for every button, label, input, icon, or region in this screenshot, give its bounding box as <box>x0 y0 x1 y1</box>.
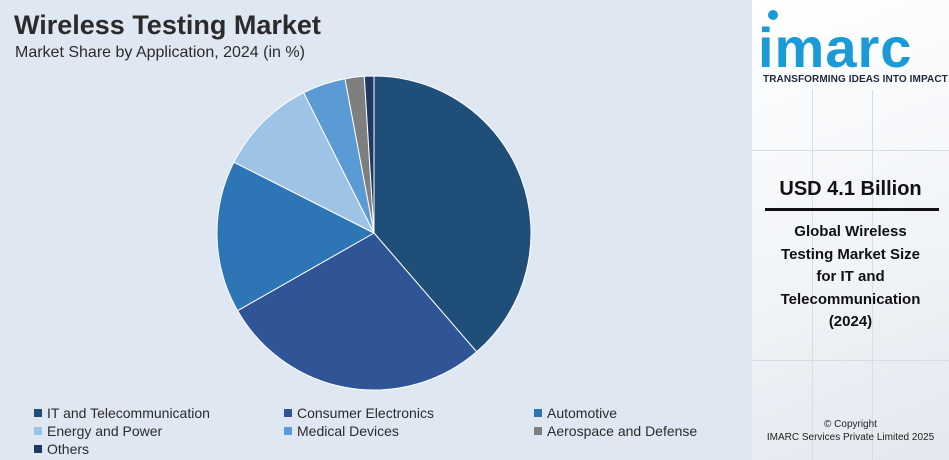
legend-label: Automotive <box>547 404 618 421</box>
stat-description: Global Wireless Testing Market Size for … <box>752 221 949 334</box>
pie-slice-others <box>363 75 375 234</box>
stat-description-text: Global Wireless Testing Market Size for … <box>780 223 921 330</box>
legend-label: Energy and Power <box>47 422 163 439</box>
legend-swatch <box>284 426 292 435</box>
pie-slice-energy-and-power <box>233 91 376 235</box>
legend-label: Others <box>47 440 90 457</box>
imarc-logo <box>760 10 949 92</box>
chart-title: Wireless Testing Market <box>14 10 321 40</box>
legend-label: Medical Devices <box>297 422 399 439</box>
copyright-company: IMARC Services Private Limited 2025 <box>766 432 935 443</box>
legend-item: Aerospace and Defense <box>534 422 744 439</box>
pie-slice-automotive <box>216 161 376 312</box>
legend-item: Automotive <box>534 404 744 421</box>
chart-legend: IT and Telecommunication Consumer Electro… <box>34 404 744 457</box>
decorative-gridline <box>872 90 873 460</box>
legend-swatch <box>534 408 542 417</box>
side-panel: imarc TRANSFORMING IDEAS INTO IMPACT USD… <box>752 0 949 460</box>
stat-divider <box>765 208 939 211</box>
decorative-gridline <box>752 360 949 361</box>
copyright: © Copyright IMARC Services Private Limit… <box>752 418 949 444</box>
legend-label: Aerospace and Defense <box>547 422 698 439</box>
legend-swatch <box>534 426 542 435</box>
legend-swatch <box>34 444 42 453</box>
chart-subtitle: Market Share by Application, 2024 (in %) <box>15 44 305 61</box>
decorative-gridline <box>812 90 813 460</box>
legend-item: Others <box>34 440 284 457</box>
pie-slice-it-and-telecommunication <box>373 75 532 353</box>
stat-value: USD 4.1 Billion <box>779 178 922 200</box>
legend-item: IT and Telecommunication <box>34 404 284 421</box>
legend-label: Consumer Electronics <box>297 404 434 421</box>
legend-swatch <box>284 408 292 417</box>
pie-chart <box>216 75 532 391</box>
legend-item: Medical Devices <box>284 422 534 439</box>
legend-swatch <box>34 426 42 435</box>
logo-dot-icon <box>768 10 778 20</box>
legend-item: Energy and Power <box>34 422 284 439</box>
decorative-gridline <box>752 150 949 151</box>
legend-swatch <box>34 408 42 417</box>
logo-tagline: TRANSFORMING IDEAS INTO IMPACT <box>763 74 948 85</box>
pie-slice-consumer-electronics <box>236 232 478 391</box>
legend-label: IT and Telecommunication <box>47 404 210 421</box>
logo-text: imarc <box>758 16 913 79</box>
copyright-line: © Copyright <box>824 419 877 430</box>
chart-area: Wireless Testing Market Market Share by … <box>14 10 744 457</box>
legend-item: Consumer Electronics <box>284 404 534 421</box>
